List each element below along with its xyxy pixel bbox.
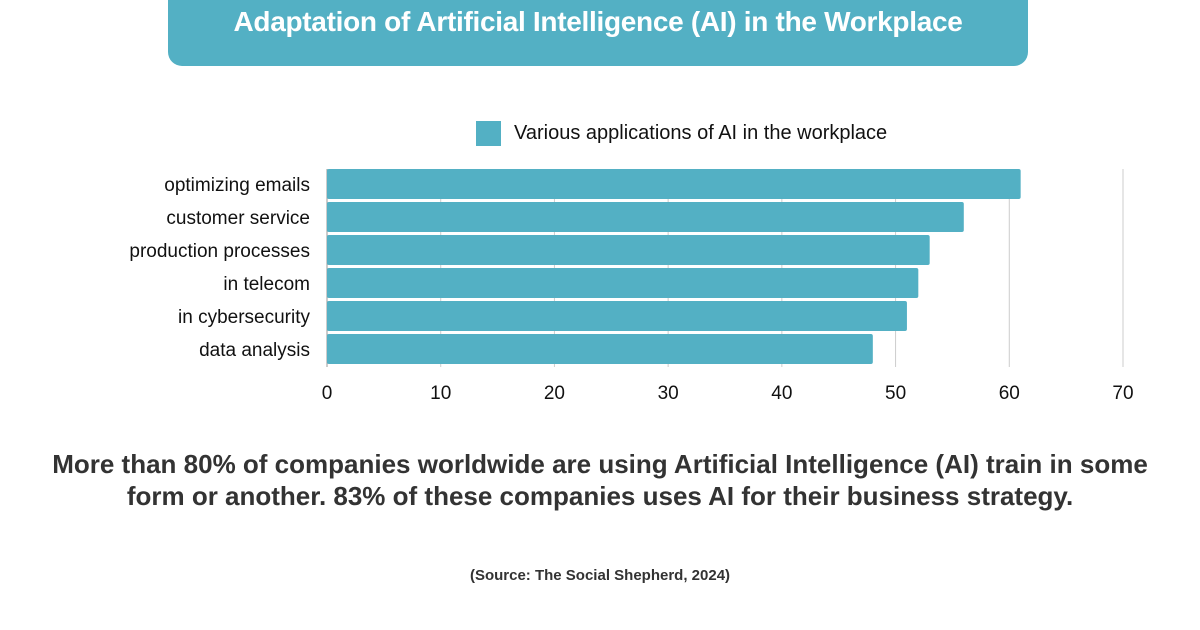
bar bbox=[327, 268, 919, 298]
bar bbox=[327, 334, 873, 364]
x-tick-label: 0 bbox=[322, 383, 333, 400]
legend-swatch bbox=[476, 121, 501, 146]
category-label: optimizing emails bbox=[164, 175, 310, 196]
x-tick-label: 60 bbox=[999, 383, 1020, 400]
source-citation: (Source: The Social Shepherd, 2024) bbox=[469, 567, 731, 584]
bar-chart: optimizing emails customer service product… bbox=[129, 169, 1134, 400]
x-tick-label: 10 bbox=[430, 383, 451, 400]
category-label: production processes bbox=[129, 241, 310, 262]
x-tick-label: 30 bbox=[658, 383, 679, 400]
bar bbox=[327, 235, 930, 265]
bar bbox=[327, 202, 964, 232]
x-tick-label: 70 bbox=[1112, 383, 1133, 400]
category-labels: optimizing emails customer service product… bbox=[129, 175, 310, 361]
summary-text: More than 80% of companies worldwide are… bbox=[52, 449, 1148, 511]
x-tick-label: 50 bbox=[885, 383, 906, 400]
bars bbox=[327, 169, 1021, 364]
legend-label: Various applications of AI in the workpl… bbox=[514, 122, 888, 144]
category-label: in cybersecurity bbox=[178, 307, 310, 328]
x-tick-label: 20 bbox=[544, 383, 565, 400]
x-tick-label: 40 bbox=[771, 383, 792, 400]
chart-legend: Various applications of AI in the workpl… bbox=[476, 121, 887, 146]
x-tick-labels: 0 10 20 30 40 50 60 70 bbox=[322, 383, 1134, 400]
category-label: customer service bbox=[166, 208, 310, 229]
title-banner: Adaptation of Artificial Intelligence (A… bbox=[168, 0, 1028, 66]
category-label: in telecom bbox=[223, 274, 310, 295]
page-title: Adaptation of Artificial Intelligence (A… bbox=[233, 6, 963, 37]
category-label: data analysis bbox=[199, 340, 310, 361]
bar bbox=[327, 169, 1021, 199]
bar bbox=[327, 301, 907, 331]
